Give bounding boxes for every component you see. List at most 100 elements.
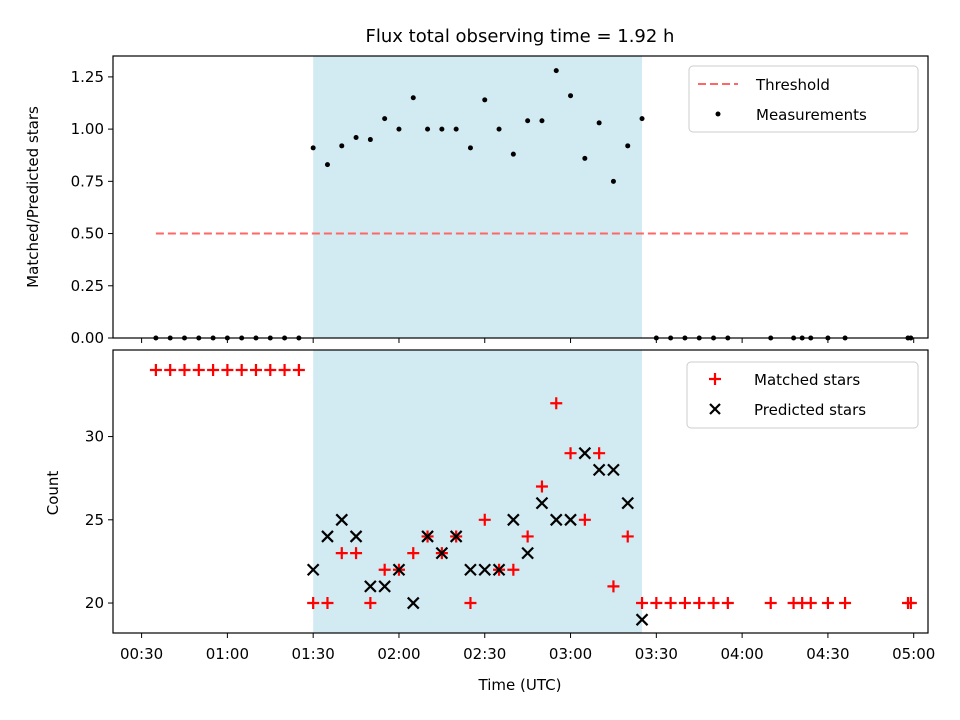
top-y-tick-label: 0.50	[71, 225, 104, 243]
predicted-star-point	[592, 463, 606, 477]
matched-star-point	[821, 597, 834, 610]
predicted-star-point	[507, 513, 520, 527]
x-tick-label: 05:00	[892, 645, 935, 663]
legend-threshold-label: Threshold	[755, 76, 830, 94]
bottom-observing-window-shade	[313, 350, 643, 633]
matched-star-point	[721, 597, 734, 610]
matched-star-point	[464, 597, 477, 610]
measurement-point	[510, 151, 516, 157]
bottom-y-tick-label: 30	[85, 428, 104, 446]
matched-star-point	[307, 597, 320, 610]
matched-star-point	[378, 563, 391, 576]
top-observing-window-shade	[313, 56, 643, 338]
predicted-star-point	[607, 463, 620, 477]
measurement-point	[582, 155, 588, 161]
top-axis-ticks: 0.00 0.25 0.50 0.75 1.00 1.25	[71, 68, 915, 347]
matched-star-point	[839, 597, 852, 610]
predicted-star-point	[321, 530, 334, 543]
measurement-point	[482, 97, 488, 103]
matched-star-point	[621, 530, 634, 543]
matched-star-point	[804, 597, 817, 610]
matched-star-point	[321, 597, 334, 610]
bottom-panel: 20 25 30 00:30 01:00 01:30 02:00 02:30 03:00 03:3…	[44, 349, 935, 694]
x-tick-label: 00:30	[120, 645, 163, 663]
top-y-tick-label: 0.25	[71, 277, 104, 295]
predicted-star-point	[564, 513, 577, 527]
x-tick-label: 04:30	[806, 645, 849, 663]
bottom-legend-box	[686, 361, 919, 429]
matched-star-point	[350, 547, 363, 560]
predicted-star-point	[449, 530, 463, 543]
x-axis-label: Time (UTC)	[478, 676, 562, 694]
matched-star-point	[235, 363, 248, 376]
measurement-point	[324, 162, 330, 168]
predicted-star-point	[349, 530, 363, 543]
measurement-point	[353, 134, 359, 140]
matched-star-point	[650, 597, 663, 610]
predicted-star-point	[492, 563, 506, 577]
matched-star-point	[278, 363, 291, 376]
x-tick-label: 03:00	[549, 645, 592, 663]
matched-star-point	[904, 597, 917, 610]
x-tick-label: 02:00	[377, 645, 420, 663]
predicted-star-point	[306, 563, 320, 577]
top-y-tick-label: 1.25	[71, 68, 104, 86]
x-tick-label: 03:30	[635, 645, 678, 663]
matched-star-point	[192, 363, 205, 376]
star-count-series	[149, 363, 917, 626]
predicted-star-point	[421, 530, 434, 543]
matched-star-point	[550, 397, 563, 410]
x-tick-label: 01:30	[292, 645, 335, 663]
matched-star-point	[521, 530, 534, 543]
measurement-point	[339, 143, 345, 149]
measurement-point	[625, 143, 631, 149]
top-y-tick-label: 0.75	[71, 172, 104, 190]
legend-matched-label: Matched stars	[754, 371, 860, 389]
measurement-point	[396, 126, 402, 132]
measurement-point	[467, 145, 473, 151]
predicted-star-point	[578, 446, 592, 460]
matched-star-point	[535, 480, 548, 493]
predicted-star-point	[364, 580, 377, 593]
measurement-point	[410, 95, 416, 101]
measurement-point	[553, 68, 559, 74]
legend-measurements-label: Measurements	[756, 106, 867, 124]
measurement-point	[496, 126, 502, 132]
matched-star-point	[221, 363, 234, 376]
legend-predicted-label: Predicted stars	[754, 401, 866, 419]
top-legend: Threshold Measurements	[688, 65, 919, 133]
measurement-point	[596, 120, 602, 126]
measurement-point	[639, 116, 645, 122]
matched-star-point	[707, 597, 720, 610]
matched-star-point	[164, 363, 177, 376]
measurement-point	[539, 118, 545, 124]
top-y-axis-label: Matched/Predicted stars	[24, 106, 42, 288]
matched-star-point	[664, 597, 677, 610]
bottom-y-tick-label: 20	[85, 594, 104, 612]
bottom-y-tick-label: 25	[85, 511, 104, 529]
predicted-star-point	[406, 596, 420, 610]
predicted-star-point	[392, 563, 406, 577]
x-tick-label: 01:00	[206, 645, 249, 663]
matched-star-point	[249, 363, 262, 376]
bottom-legend: Matched stars Predicted stars	[686, 361, 919, 429]
x-tick-label: 02:30	[463, 645, 506, 663]
measurement-point	[367, 137, 373, 143]
measurement-point	[610, 178, 616, 184]
matched-star-point	[764, 597, 777, 610]
measurement-point	[310, 145, 316, 151]
predicted-star-point	[464, 563, 477, 577]
matched-star-point	[292, 363, 305, 376]
bottom-axis-ticks: 20 25 30 00:30 01:00 01:30 02:00 02:30 03:00 03:3…	[85, 428, 935, 663]
matched-star-point	[207, 363, 220, 376]
x-tick-label: 04:00	[721, 645, 764, 663]
top-y-tick-label: 0.00	[71, 329, 104, 347]
chart-title: Flux total observing time = 1.92 h	[366, 26, 675, 47]
matched-star-point	[607, 580, 620, 593]
top-legend-box	[688, 65, 919, 133]
predicted-star-point	[535, 496, 549, 510]
matched-star-point	[507, 563, 520, 576]
matched-star-point	[478, 513, 491, 526]
top-panel: 0.00 0.25 0.50 0.75 1.00 1.25 Flux total obse…	[24, 26, 929, 347]
predicted-star-point	[335, 513, 349, 527]
